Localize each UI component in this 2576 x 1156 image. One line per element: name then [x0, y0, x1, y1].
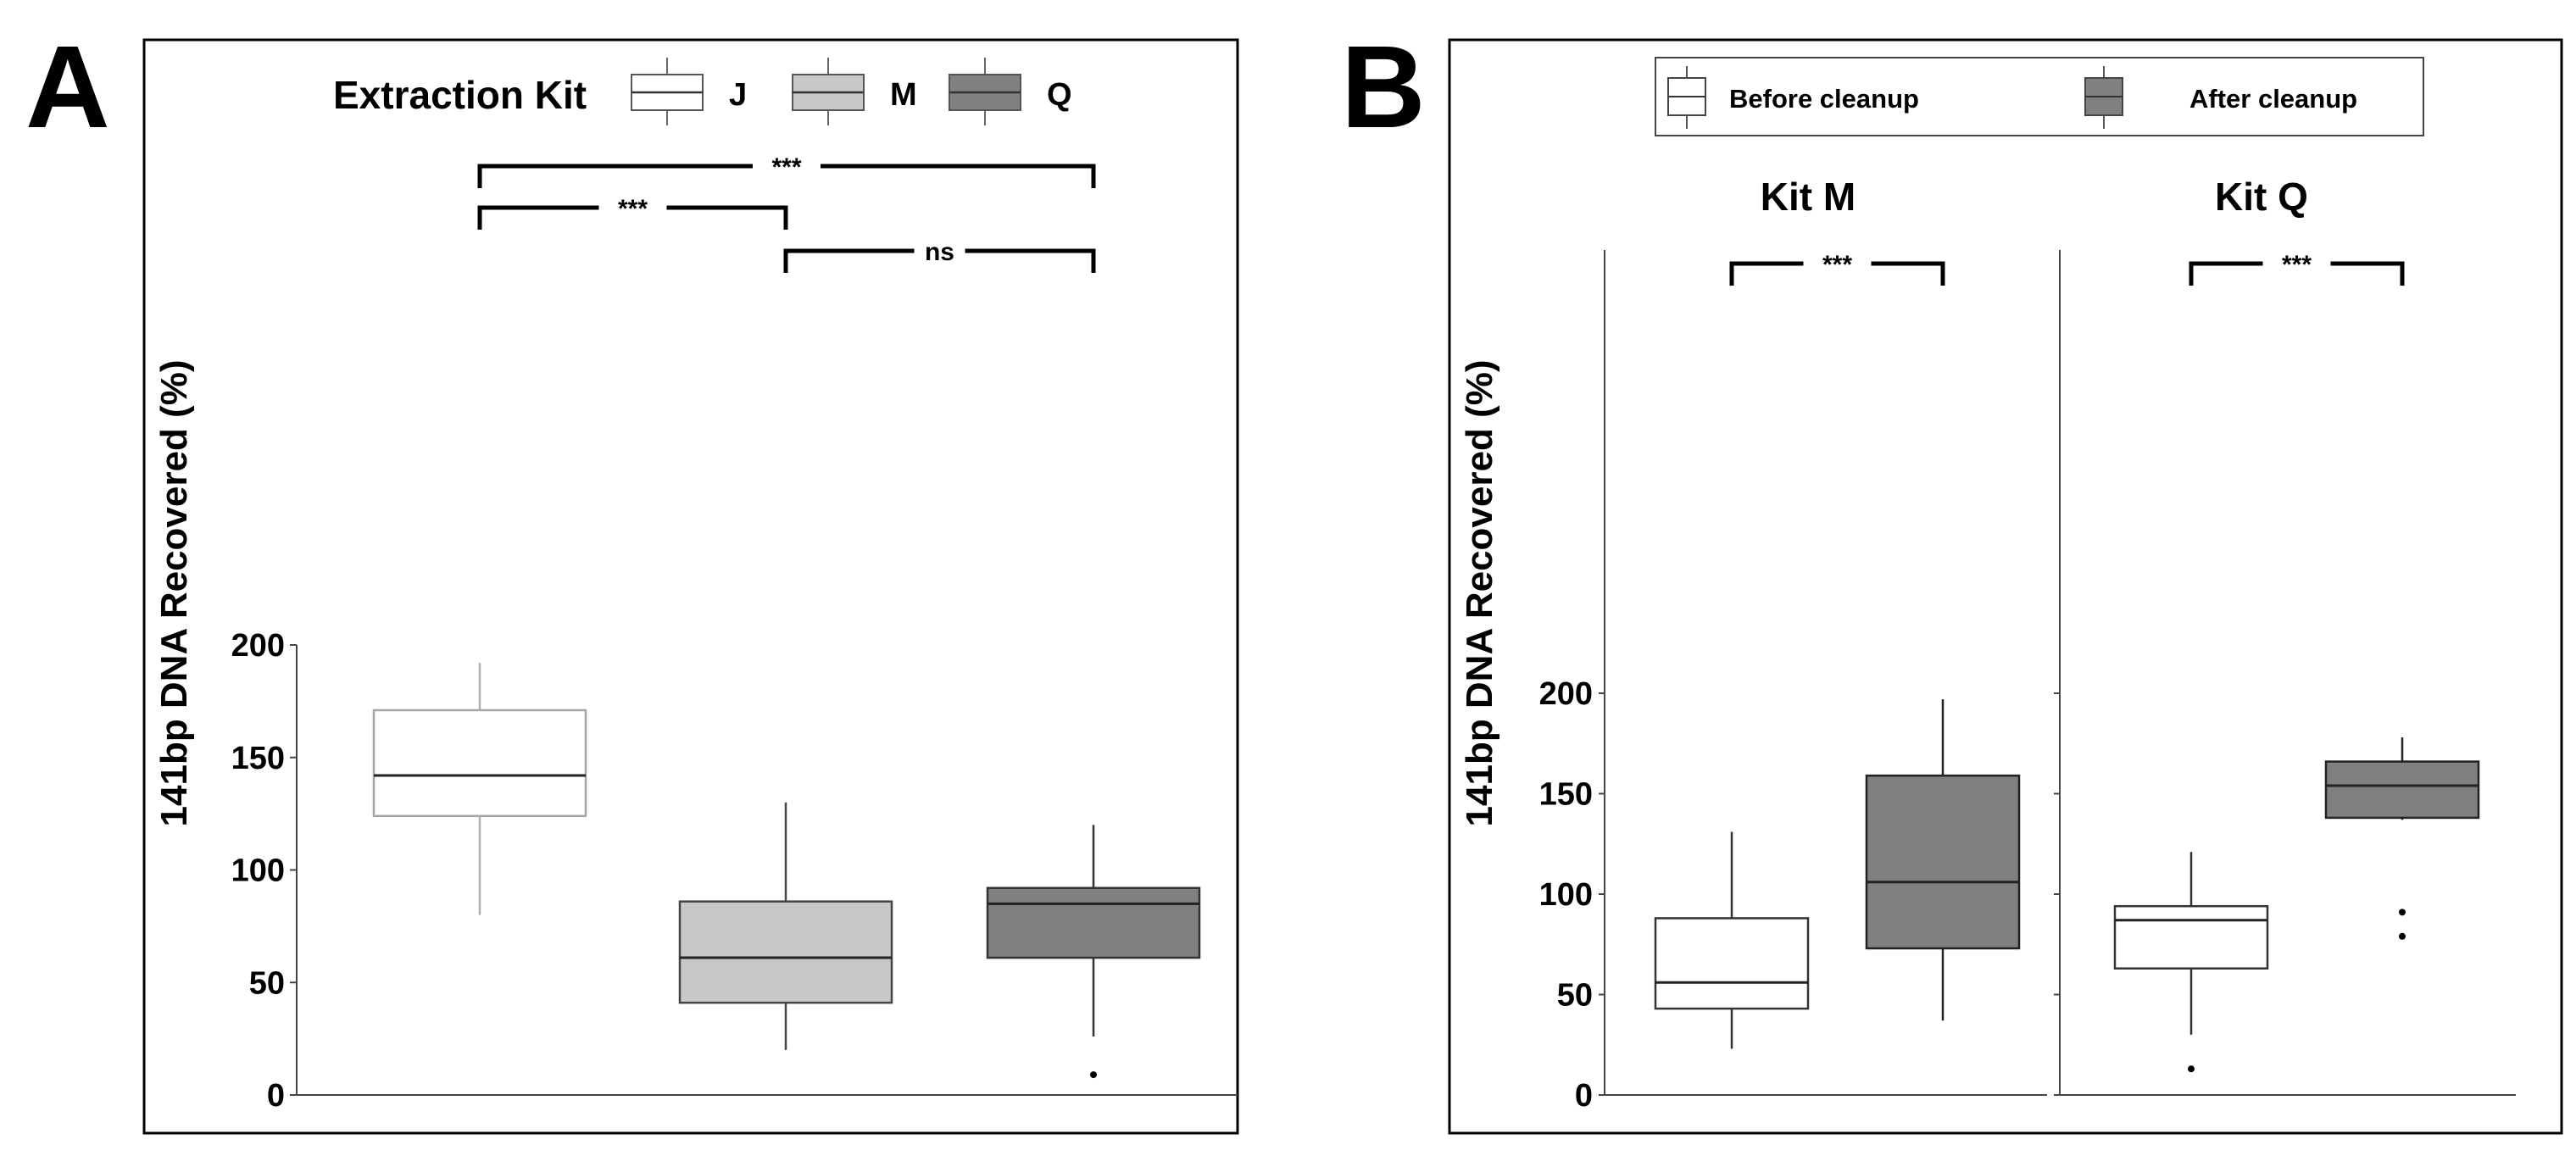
- panel-b-facet-0-title: Kit M: [1761, 175, 1855, 219]
- panel-a-plot: 0 50 100 150 200 141bp DNA Recovered (%) Extra…: [153, 58, 1238, 1114]
- panel-b-legend-box: [1655, 57, 2424, 136]
- panel-label-a: A: [25, 22, 110, 153]
- panel-b-facet-1-title: Kit Q: [2215, 175, 2308, 219]
- panel-a-box-Q-outlier-0: [1090, 1071, 1097, 1079]
- panel-b-facet-1-box-1-box: [2324, 760, 2480, 820]
- panel-b-facet-0-ytick-label-3: 150: [1539, 777, 1593, 813]
- panel-a-border: [142, 38, 1239, 1135]
- panel-a-legend-label-0: J: [729, 77, 747, 113]
- panel-b-facet-1-box-1-outlier-1: [2399, 932, 2406, 940]
- panel-a-comparison-0-label-bg: [753, 153, 821, 180]
- panel-a-box-Q-box: [986, 886, 1201, 959]
- panel-b-facet-1-comparison-label-bg: [2262, 250, 2331, 277]
- panel-a-ytick-label-1: 50: [249, 965, 285, 1001]
- panel-label-b: B: [1341, 22, 1426, 153]
- panel-b-facet-0-ytick-label-4: 200: [1539, 676, 1593, 712]
- panel-a-comparison-1-label-bg: [598, 194, 667, 221]
- panel-b-facet-1-box-1-outlier-0: [2399, 909, 2406, 916]
- panel-b-facet-1-box-0-outlier-0: [2188, 1065, 2195, 1073]
- panel-b-legend-label-1: After cleanup: [2189, 84, 2357, 114]
- panel-a-comparison-0-label: ***: [771, 153, 801, 181]
- panel-b-facet-0-ytick-label-2: 100: [1539, 877, 1593, 913]
- panel-a-comparison-2-label-bg: [914, 237, 965, 264]
- panel-a-y-label: 141bp DNA Recovered (%): [153, 360, 195, 827]
- panel-b-legend-label-0: Before cleanup: [1729, 84, 1919, 114]
- panel-a-box-M-box: [678, 900, 893, 1004]
- panel-a-ytick-label-4: 200: [231, 628, 285, 664]
- panel-a-legend-label-2: Q: [1047, 77, 1072, 113]
- panel-b-facet-0-comparison-label-bg: [1803, 250, 1872, 277]
- panel-a-ytick-label-3: 150: [231, 741, 285, 776]
- panel-a-legend-title: Extraction Kit: [333, 73, 587, 117]
- panel-a-ytick-label-2: 100: [231, 853, 285, 889]
- panel-b-y-label: 141bp DNA Recovered (%): [1459, 360, 1500, 827]
- panel-a-box-J-box: [372, 709, 587, 818]
- panel-b-facet-0-ytick-label-1: 50: [1557, 978, 1593, 1014]
- panel-a-ytick-label-0: 0: [267, 1078, 285, 1114]
- panel-a-comparison-2-label: ns: [925, 238, 954, 266]
- panel-b-plot: Before cleanup After cleanup 141bp DNA Rec…: [1459, 57, 2516, 1114]
- panel-b-facet-1-comparison-label: ***: [2282, 251, 2312, 279]
- panel-a-comparison-1-label: ***: [618, 195, 648, 223]
- panel-b-border: [1448, 38, 2563, 1135]
- panel-b-facet-0-ytick-label-0: 0: [1575, 1078, 1593, 1114]
- panel-b-facet-0-box-0-box: [1654, 917, 1810, 1010]
- panel-a-legend-label-1: M: [890, 77, 917, 113]
- panel-b-facet-0-box-1-box: [1865, 774, 2021, 950]
- panel-b-facet-1-box-0-box: [2113, 904, 2269, 970]
- panel-b-facet-0-comparison-label: ***: [1822, 251, 1852, 279]
